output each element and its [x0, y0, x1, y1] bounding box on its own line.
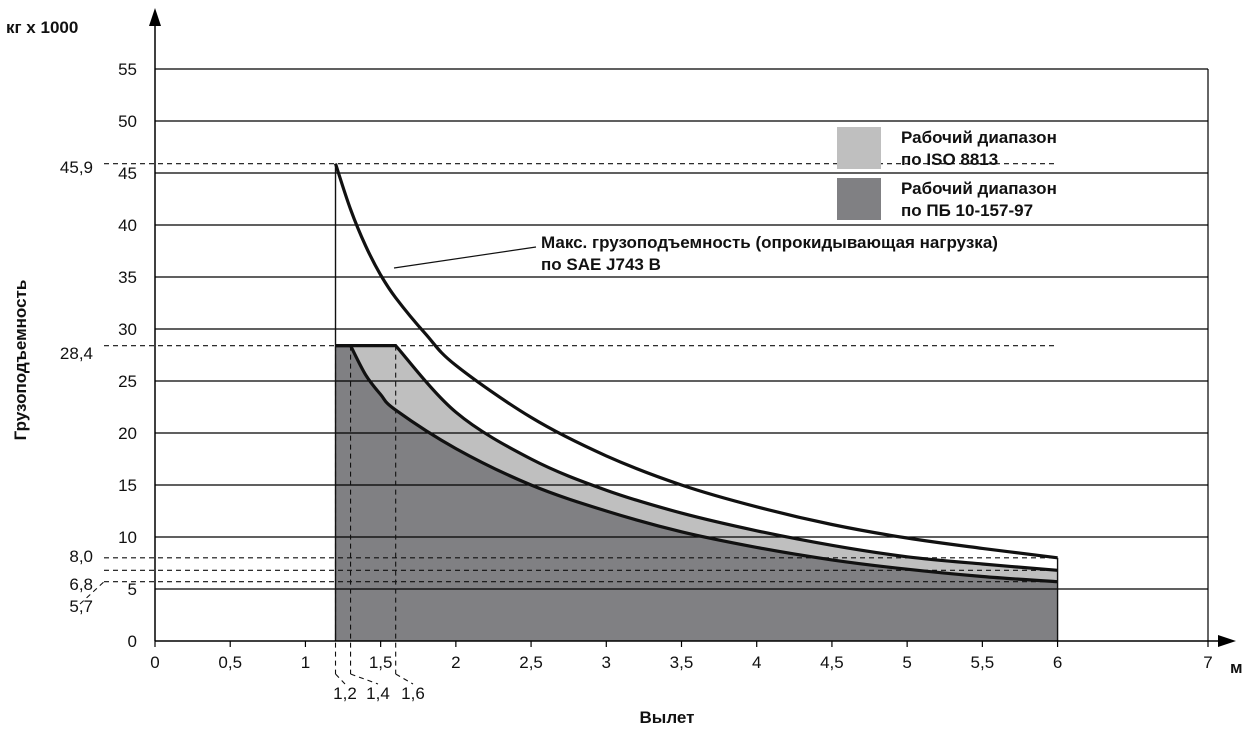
y-axis-arrow	[149, 8, 161, 26]
y-axis-label: Грузоподъемность	[11, 280, 30, 441]
x-axis-arrow	[1218, 635, 1236, 647]
annotation-leader	[393, 246, 537, 269]
marked-x-1,6: 1,6	[401, 684, 425, 703]
areas-layer	[335, 345, 1058, 641]
curves-layer	[333, 163, 1059, 641]
guide-x-leader-1,2	[335, 673, 346, 685]
x-tick-1,5: 1,5	[369, 653, 393, 672]
x-tick-3,5: 3,5	[670, 653, 694, 672]
annotation-line-2: по SAE J743 B	[541, 255, 661, 274]
marked-y-6,8: 6,8	[69, 575, 93, 594]
marked-y-28,4: 28,4	[60, 344, 93, 363]
annotation-line-1: Макс. грузоподъемность (опрокидывающая н…	[541, 233, 998, 252]
x-tick-4: 4	[752, 653, 761, 672]
marked-x-1,4: 1,4	[366, 684, 390, 703]
legend-label-2-line-1: Рабочий диапазон	[901, 179, 1057, 198]
tick-labels-layer: 0 5 10 15 20 25 30 35 40 45 50 55 0 0,5 1 1,5 2 2,5 3 3,5 4 4…	[118, 60, 1213, 672]
x-tick-5: 5	[902, 653, 911, 672]
y-axis-unit: кг x 1000	[6, 18, 78, 37]
y-tick-10: 10	[118, 528, 137, 547]
y-tick-20: 20	[118, 424, 137, 443]
x-tick-3: 3	[602, 653, 611, 672]
curve-iso-8813	[335, 344, 1058, 572]
legend-label-2-line-2: по ПБ 10-157-97	[901, 201, 1033, 220]
guide-y-leader-5-7	[79, 581, 105, 605]
x-axis-unit: м	[1230, 658, 1243, 677]
y-tick-25: 25	[118, 372, 137, 391]
marked-x-1,2: 1,2	[333, 684, 357, 703]
legend: Рабочий диапазон по ISO 8813 Рабочий диапа…	[837, 127, 1057, 220]
guide-x-leader-1,4	[350, 673, 379, 685]
x-axis-label: Вылет	[640, 708, 695, 727]
y-tick-0: 0	[128, 632, 137, 651]
x-tick-6: 6	[1053, 653, 1062, 672]
marked-y-8,0: 8,0	[69, 547, 93, 566]
y-tick-55: 55	[118, 60, 137, 79]
marked-y-5,7: 5,7	[69, 597, 93, 616]
x-tick-1: 1	[301, 653, 310, 672]
y-tick-30: 30	[118, 320, 137, 339]
legend-label-1-line-2: по ISO 8813	[901, 150, 998, 169]
guide-x-leader-1,6	[395, 673, 414, 685]
x-tick-0: 0	[150, 653, 159, 672]
y-tick-45: 45	[118, 164, 137, 183]
x-tick-4,5: 4,5	[820, 653, 844, 672]
x-tick-0,5: 0,5	[218, 653, 242, 672]
y-tick-35: 35	[118, 268, 137, 287]
y-tick-5: 5	[128, 580, 137, 599]
guide-lines-layer	[79, 163, 1058, 685]
area-pb-10-157-97	[335, 345, 1058, 641]
x-tick-2,5: 2,5	[519, 653, 543, 672]
x-tick-2: 2	[451, 653, 460, 672]
y-tick-15: 15	[118, 476, 137, 495]
curve-sae-j743b	[333, 163, 1058, 560]
legend-swatch-1	[837, 127, 881, 169]
legend-swatch-2	[837, 178, 881, 220]
marked-values-layer: 45,9 28,4 8,0 6,8 5,7 1,2 1,4 1,6	[60, 158, 425, 703]
y-tick-50: 50	[118, 112, 137, 131]
curve-pb-10-157-97	[335, 344, 1058, 584]
grid-layer	[155, 68, 1209, 641]
y-tick-40: 40	[118, 216, 137, 235]
x-tick-5,5: 5,5	[971, 653, 995, 672]
axes-layer	[149, 8, 1236, 647]
max-capacity-annotation: Макс. грузоподъемность (опрокидывающая н…	[393, 233, 998, 274]
marked-y-45,9: 45,9	[60, 158, 93, 177]
legend-label-1-line-1: Рабочий диапазон	[901, 128, 1057, 147]
x-tick-7: 7	[1203, 653, 1212, 672]
